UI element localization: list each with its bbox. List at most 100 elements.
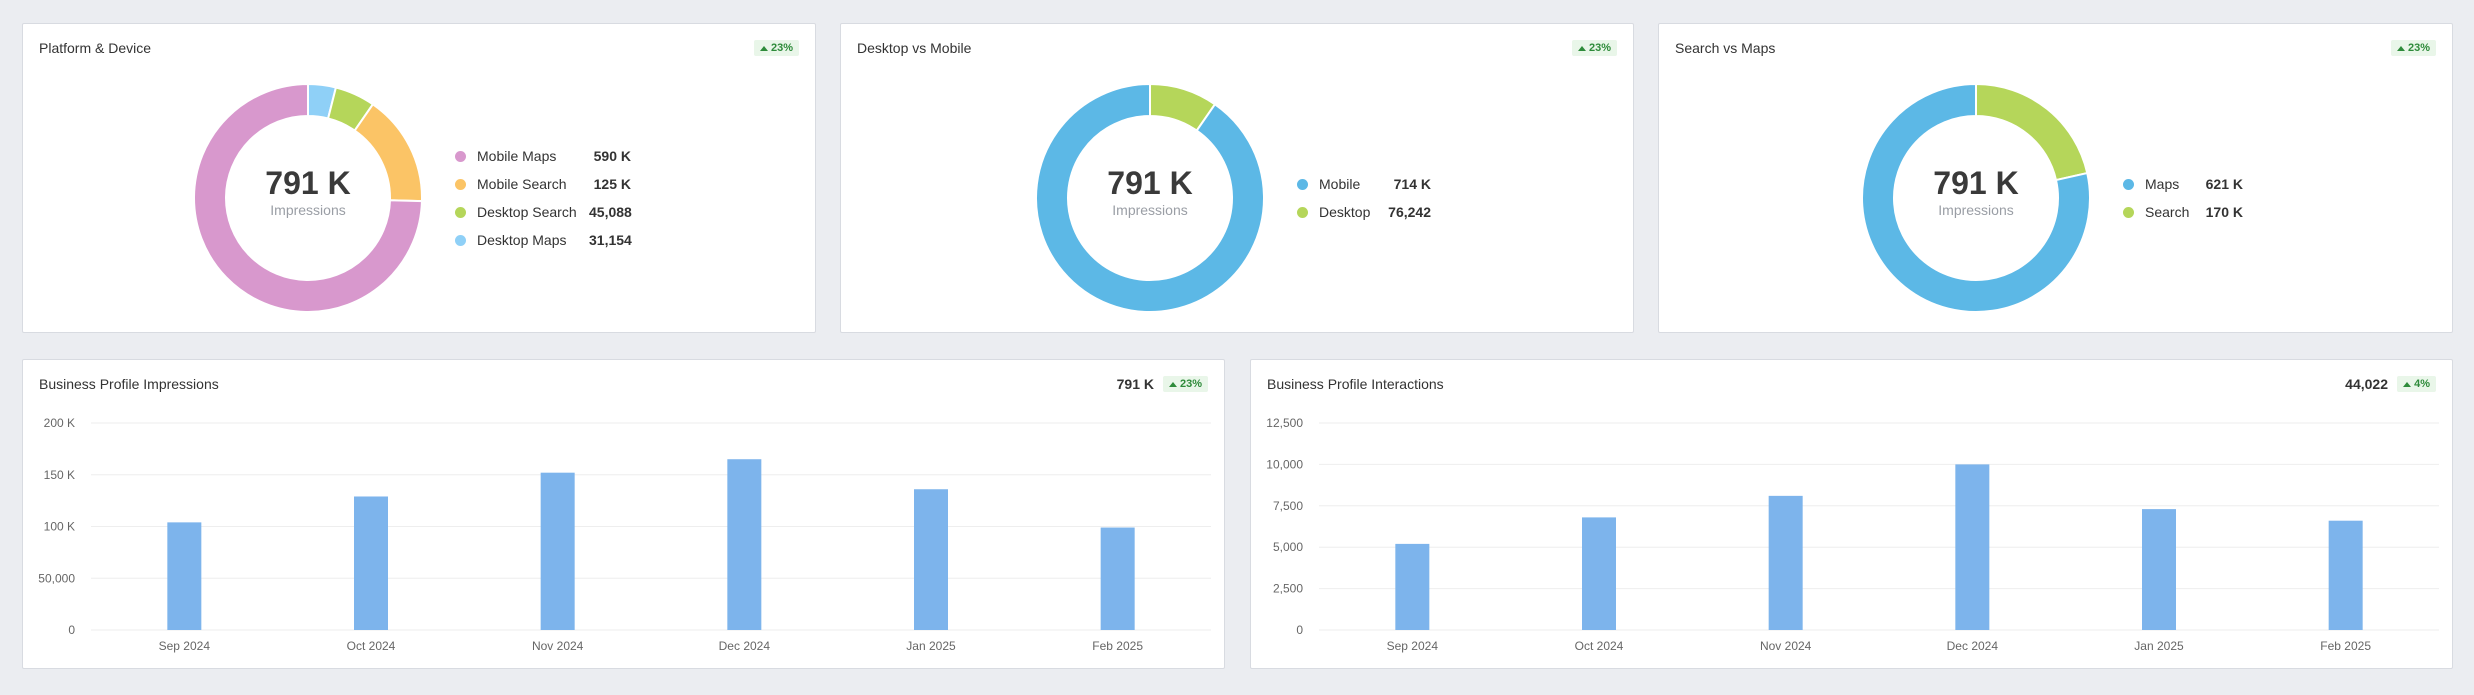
legend-label: Maps <box>2145 176 2180 192</box>
y-tick-label: 200 K <box>44 416 75 430</box>
legend-swatch <box>1297 206 1308 218</box>
donut-slice-mobile[interactable] <box>1035 82 1265 313</box>
search-vs-maps-card: Search vs Maps 23% 791 K Impressions Map… <box>1658 23 2453 333</box>
donut-slice-maps[interactable] <box>1861 82 2091 313</box>
bar-sep-2024[interactable] <box>167 522 202 630</box>
legend-label: Search <box>2145 204 2190 220</box>
interactions-bar-chart: 0 2,500 5,000 7,500 10,000 12,500 Sep 2024 Oct … <box>1266 416 2439 653</box>
x-tick-label: Feb 2025 <box>1092 639 1143 653</box>
desktop-mobile-donut-chart <box>1035 82 1265 313</box>
legend-item-search[interactable]: Search 170 K <box>2123 198 2243 226</box>
legend-value: 170 K <box>2205 204 2243 220</box>
trend-value: 4% <box>2414 378 2430 390</box>
trend-badge: 23% <box>1162 376 1208 392</box>
trend-up-icon <box>759 45 768 51</box>
bar-jan-2025[interactable] <box>914 489 948 630</box>
bar-sep-2024[interactable] <box>1395 543 1430 630</box>
trend-up-icon <box>1168 381 1177 387</box>
bar-feb-2025[interactable] <box>2328 520 2363 630</box>
bar-oct-2024[interactable] <box>354 496 388 630</box>
bar-dec-2024[interactable] <box>727 459 762 630</box>
legend-label: Desktop <box>1319 204 1371 220</box>
legend-item-desktop-maps[interactable]: Desktop Maps 31,154 <box>455 226 632 254</box>
trend-badge: 23% <box>753 40 799 56</box>
x-tick-label: Nov 2024 <box>1760 639 1812 653</box>
legend-label: Mobile Search <box>477 176 567 192</box>
legend-swatch <box>2123 178 2134 190</box>
legend-value: 621 K <box>2205 176 2243 192</box>
bar-dec-2024[interactable] <box>1955 464 1990 630</box>
card-title: Business Profile Impressions <box>39 376 219 392</box>
legend-item-maps[interactable]: Maps 621 K <box>2123 170 2243 198</box>
center-value: 791 K <box>1933 165 2019 201</box>
x-tick-label: Sep 2024 <box>159 639 211 653</box>
legend-swatch <box>455 234 466 246</box>
card-title: Business Profile Interactions <box>1267 376 1444 392</box>
donut-slice-mobile-maps[interactable] <box>193 82 423 313</box>
donut-center: 791 K Impressions <box>1034 166 1266 218</box>
trend-up-icon <box>2403 381 2412 387</box>
bar-jan-2025[interactable] <box>2142 509 2176 630</box>
x-tick-label: Feb 2025 <box>2320 639 2371 653</box>
platform-donut-chart <box>193 82 423 313</box>
y-tick-label: 50,000 <box>38 571 75 585</box>
center-label: Impressions <box>1112 202 1188 218</box>
legend-label: Desktop Maps <box>477 232 567 248</box>
impressions-bar-chart: 0 50,000 100 K 150 K 200 K Sep 2024 Oct 2024 No… <box>38 416 1211 653</box>
trend-value: 23% <box>1588 42 1611 54</box>
impressions-card: Business Profile Impressions 791 K 23% 0… <box>22 359 1225 669</box>
legend-item-mobile[interactable]: Mobile 714 K <box>1297 170 1431 198</box>
x-tick-label: Jan 2025 <box>906 639 956 653</box>
y-tick-label: 150 K <box>44 468 75 482</box>
card-title: Platform & Device <box>39 40 152 56</box>
desktop-vs-mobile-card: Desktop vs Mobile 23% 791 K Impressions … <box>840 23 1634 333</box>
legend-swatch <box>455 178 466 190</box>
y-tick-label: 10,000 <box>1266 457 1303 471</box>
center-value: 791 K <box>1107 165 1193 201</box>
x-tick-label: Dec 2024 <box>719 639 771 653</box>
trend-badge: 4% <box>2397 376 2436 392</box>
bar-nov-2024[interactable] <box>1768 495 1803 630</box>
legend-item-desktop-search[interactable]: Desktop Search 45,088 <box>455 198 632 226</box>
legend-value: 590 K <box>593 148 631 164</box>
card-title: Desktop vs Mobile <box>857 40 972 56</box>
legend-value: 714 K <box>1393 176 1431 192</box>
y-tick-label: 0 <box>1296 623 1303 637</box>
legend-label: Desktop Search <box>477 204 577 220</box>
y-tick-label: 12,500 <box>1266 416 1303 430</box>
y-tick-label: 2,500 <box>1273 582 1303 596</box>
y-tick-label: 100 K <box>44 520 75 534</box>
trend-badge: 23% <box>1571 40 1617 56</box>
x-tick-label: Jan 2025 <box>2134 639 2184 653</box>
legend-value: 125 K <box>593 176 631 192</box>
legend: Maps 621 K Search 170 K <box>2123 170 2243 226</box>
y-tick-label: 7,500 <box>1273 499 1303 513</box>
legend: Mobile 714 K Desktop 76,242 <box>1297 170 1431 226</box>
legend-item-desktop[interactable]: Desktop 76,242 <box>1297 198 1431 226</box>
legend-value: 31,154 <box>589 232 632 248</box>
y-tick-label: 5,000 <box>1273 540 1303 554</box>
legend-value: 76,242 <box>1388 204 1431 220</box>
trend-badge: 23% <box>2390 40 2436 56</box>
legend-label: Mobile <box>1319 176 1361 192</box>
legend-item-mobile-maps[interactable]: Mobile Maps 590 K <box>455 142 631 170</box>
legend-item-mobile-search[interactable]: Mobile Search 125 K <box>455 170 631 198</box>
center-value: 791 K <box>265 165 351 201</box>
x-tick-label: Oct 2024 <box>347 639 396 653</box>
bar-feb-2025[interactable] <box>1100 527 1135 630</box>
bar-nov-2024[interactable] <box>540 472 575 630</box>
trend-up-icon <box>2396 45 2405 51</box>
x-tick-label: Dec 2024 <box>1947 639 1999 653</box>
total-value: 791 K <box>1116 376 1154 392</box>
trend-value: 23% <box>770 42 793 54</box>
legend: Mobile Maps 590 K Mobile Search 125 K De… <box>455 142 632 254</box>
legend-swatch <box>1297 178 1308 190</box>
donut-center: 791 K Impressions <box>1860 166 2092 218</box>
center-label: Impressions <box>270 202 346 218</box>
legend-label: Mobile Maps <box>477 148 557 164</box>
bar-oct-2024[interactable] <box>1582 517 1616 630</box>
legend-value: 45,088 <box>589 204 632 220</box>
donut-center: 791 K Impressions <box>192 166 424 218</box>
x-tick-label: Sep 2024 <box>1387 639 1439 653</box>
total-value: 44,022 <box>2345 376 2388 392</box>
